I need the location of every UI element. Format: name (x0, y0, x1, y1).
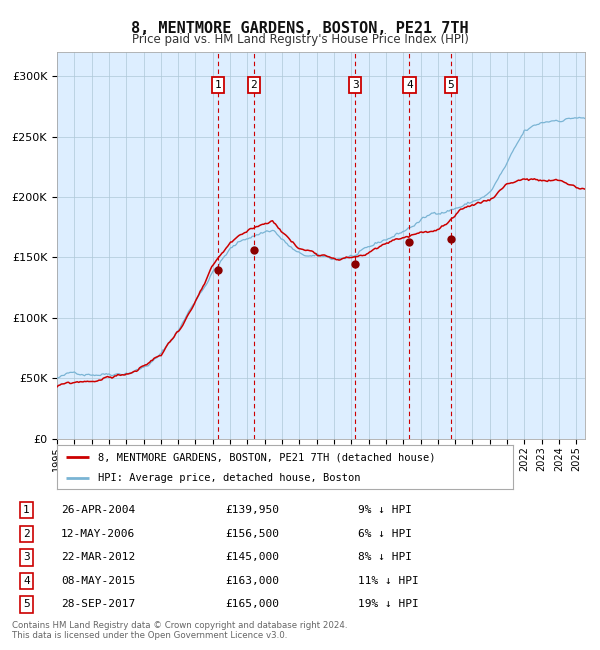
Text: 26-APR-2004: 26-APR-2004 (61, 506, 135, 515)
Text: £156,500: £156,500 (225, 529, 279, 539)
Text: 3: 3 (23, 552, 30, 562)
Text: 5: 5 (23, 599, 30, 610)
Text: 3: 3 (352, 80, 358, 90)
Text: 22-MAR-2012: 22-MAR-2012 (61, 552, 135, 562)
Text: 28-SEP-2017: 28-SEP-2017 (61, 599, 135, 610)
Text: Price paid vs. HM Land Registry's House Price Index (HPI): Price paid vs. HM Land Registry's House … (131, 32, 469, 46)
Text: 19% ↓ HPI: 19% ↓ HPI (358, 599, 418, 610)
Text: 08-MAY-2015: 08-MAY-2015 (61, 576, 135, 586)
Text: £165,000: £165,000 (225, 599, 279, 610)
Text: 2: 2 (23, 529, 30, 539)
Text: £139,950: £139,950 (225, 506, 279, 515)
Text: 8, MENTMORE GARDENS, BOSTON, PE21 7TH (detached house): 8, MENTMORE GARDENS, BOSTON, PE21 7TH (d… (98, 452, 436, 462)
Text: 12-MAY-2006: 12-MAY-2006 (61, 529, 135, 539)
Text: 8, MENTMORE GARDENS, BOSTON, PE21 7TH: 8, MENTMORE GARDENS, BOSTON, PE21 7TH (131, 21, 469, 36)
Text: 1: 1 (215, 80, 222, 90)
Text: 8% ↓ HPI: 8% ↓ HPI (358, 552, 412, 562)
Text: 11% ↓ HPI: 11% ↓ HPI (358, 576, 418, 586)
Text: 4: 4 (23, 576, 30, 586)
Text: 9% ↓ HPI: 9% ↓ HPI (358, 506, 412, 515)
Text: £163,000: £163,000 (225, 576, 279, 586)
Text: Contains HM Land Registry data © Crown copyright and database right 2024.: Contains HM Land Registry data © Crown c… (12, 621, 347, 630)
Text: This data is licensed under the Open Government Licence v3.0.: This data is licensed under the Open Gov… (12, 631, 287, 640)
Text: 5: 5 (447, 80, 454, 90)
Text: HPI: Average price, detached house, Boston: HPI: Average price, detached house, Bost… (98, 473, 361, 484)
Text: 2: 2 (250, 80, 257, 90)
Text: 6% ↓ HPI: 6% ↓ HPI (358, 529, 412, 539)
Text: 4: 4 (406, 80, 413, 90)
Text: £145,000: £145,000 (225, 552, 279, 562)
Text: 1: 1 (23, 506, 30, 515)
